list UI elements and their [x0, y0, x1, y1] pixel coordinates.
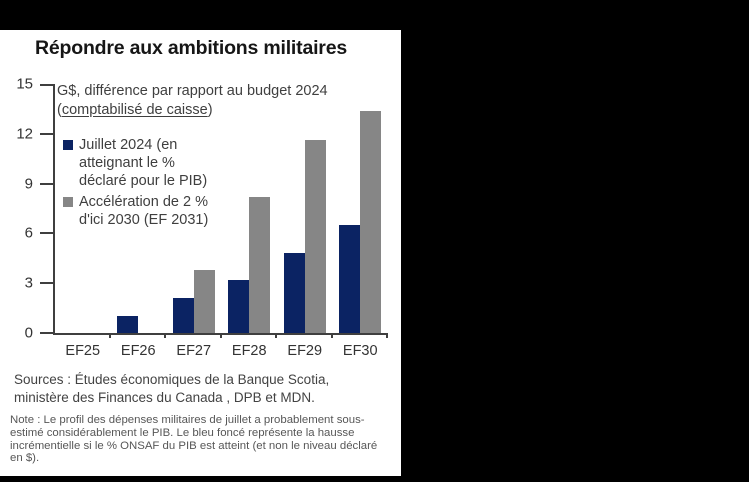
y-axis-label-12: 12 — [16, 125, 33, 143]
x-axis-tick-1 — [108, 333, 111, 338]
y-axis-label-6: 6 — [24, 224, 33, 242]
sources-text: Sources : Études économiques de la Banqu… — [14, 372, 330, 405]
chart-card: Répondre aux ambitions militaires 0 3 6 9 12… — [0, 30, 401, 476]
x-axis-tick-6 — [386, 333, 388, 338]
bar-ef28-navy — [228, 279, 250, 333]
bar-ef29-gray — [304, 140, 326, 333]
bar-ef29-navy — [283, 253, 305, 333]
plot-area: 0 3 6 9 12 15 EF25 EF26 EF27 EF28 EF29 EF30 — [16, 76, 388, 359]
y-axis-tick-6 — [40, 232, 53, 235]
x-axis-label-ef25: EF25 — [65, 343, 101, 359]
y-axis-tick-15 — [40, 84, 53, 86]
y-axis-label-9: 9 — [24, 175, 33, 193]
bar-ef27-gray — [193, 269, 215, 333]
x-axis-tick-2 — [164, 333, 166, 338]
x-axis-label-ef28: EF28 — [231, 343, 267, 359]
y-axis-tick-9 — [40, 182, 53, 185]
y-axis-label-3: 3 — [24, 274, 33, 292]
y-axis-tick-12 — [40, 132, 53, 135]
x-axis-tick-4 — [275, 333, 277, 338]
bar-ef27-navy — [172, 298, 194, 333]
y-axis-label-15: 15 — [16, 75, 33, 93]
x-axis-label-ef26: EF26 — [120, 343, 156, 359]
y-axis-tick-0 — [40, 332, 53, 334]
y-axis-tick-3 — [40, 282, 53, 285]
x-axis-tick-3 — [219, 333, 222, 338]
chart-title: Répondre aux ambitions militaires — [35, 37, 347, 59]
x-axis-tick-5 — [330, 333, 333, 338]
note-text: Note : Le profil des dépenses militaires… — [10, 414, 378, 465]
bar-ef26-navy — [117, 316, 139, 333]
x-axis-label-ef29: EF29 — [287, 343, 323, 359]
y-axis-label-0: 0 — [24, 324, 33, 342]
bar-ef28-gray — [249, 196, 271, 333]
bar-ef30-gray — [360, 110, 382, 333]
x-axis-label-ef30: EF30 — [342, 343, 378, 359]
bar-ef30-navy — [339, 225, 361, 333]
x-axis-label-ef27: EF27 — [176, 343, 212, 359]
